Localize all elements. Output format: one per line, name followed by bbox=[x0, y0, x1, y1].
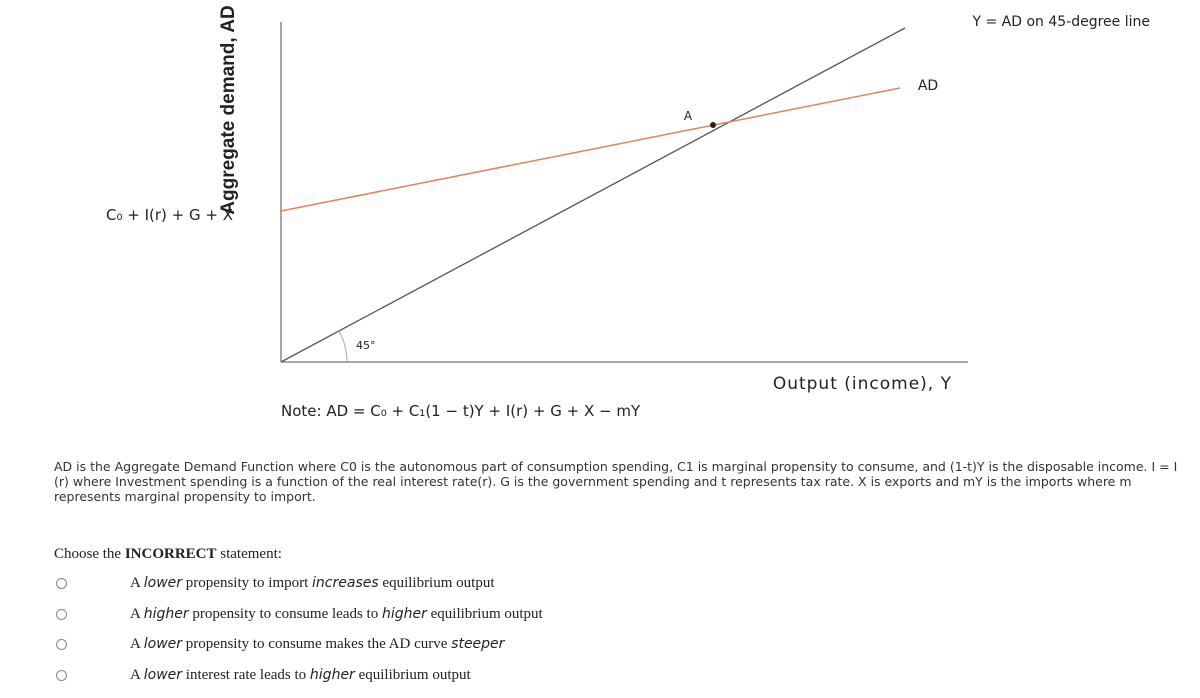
prompt-end: statement: bbox=[220, 546, 282, 562]
option-segment: A bbox=[130, 575, 144, 591]
prompt-emphasis: INCORRECT bbox=[124, 546, 217, 562]
option-text: A lower propensity to import increases e… bbox=[130, 575, 494, 592]
radio-button[interactable] bbox=[56, 608, 67, 620]
option-text: A lower propensity to consume makes the … bbox=[130, 636, 504, 653]
option-segment: propensity to consume leads to bbox=[188, 605, 382, 622]
angle-label: 45° bbox=[356, 339, 376, 352]
option-emphasis: lower bbox=[143, 575, 183, 591]
angle-arc bbox=[338, 330, 348, 363]
option-segment: equilibrium output bbox=[426, 605, 543, 622]
option-emphasis: lower bbox=[143, 636, 183, 653]
x-axis-label: Output (income), Y bbox=[773, 374, 952, 394]
y-axis-label: Aggregate demand, AD bbox=[218, 5, 239, 214]
option-emphasis: steeper bbox=[451, 636, 505, 653]
option-emphasis: higher bbox=[143, 605, 189, 622]
diagram: Aggregate demand, AD C₀ + I(r) + G + X Y… bbox=[106, 5, 1150, 420]
option-text: A higher propensity to consume leads to … bbox=[130, 606, 543, 623]
point-label: A bbox=[684, 109, 693, 123]
ad-label: AD bbox=[918, 78, 938, 94]
option-segment: A bbox=[130, 605, 144, 622]
radio-button[interactable] bbox=[56, 639, 67, 651]
option-segment: A bbox=[130, 636, 144, 653]
note: Note: AD = C₀ + C₁(1 − t)Y + I(r) + G + … bbox=[281, 402, 641, 420]
option-emphasis: lower bbox=[143, 667, 183, 684]
description: AD is the Aggregate Demand Function wher… bbox=[54, 459, 1178, 504]
question: Choose the INCORRECT statement: A lower … bbox=[54, 546, 543, 683]
option-emphasis: higher bbox=[309, 667, 355, 684]
intercept-label: C₀ + I(r) + G + X bbox=[106, 206, 233, 224]
ad-line bbox=[280, 87, 901, 212]
radio-button[interactable] bbox=[56, 670, 67, 682]
option-segment: A bbox=[130, 667, 144, 684]
option-segment: equilibrium output bbox=[378, 575, 495, 591]
point-a bbox=[710, 122, 716, 128]
option-text: A lower interest rate leads to higher eq… bbox=[130, 667, 471, 684]
option-emphasis: higher bbox=[381, 605, 427, 622]
option-segment: equilibrium output bbox=[354, 667, 471, 684]
radio-button[interactable] bbox=[56, 578, 67, 589]
line-45-label: Y = AD on 45-degree line bbox=[971, 14, 1150, 30]
option-segment: propensity to consume makes the AD curve bbox=[182, 636, 452, 653]
line-45 bbox=[280, 27, 906, 363]
option-segment: propensity to import bbox=[182, 575, 313, 591]
prompt: Choose the INCORRECT statement: bbox=[54, 546, 282, 563]
option-emphasis: increases bbox=[312, 575, 379, 591]
prompt-start: Choose the bbox=[54, 546, 122, 562]
option-segment: interest rate leads to bbox=[182, 667, 310, 684]
